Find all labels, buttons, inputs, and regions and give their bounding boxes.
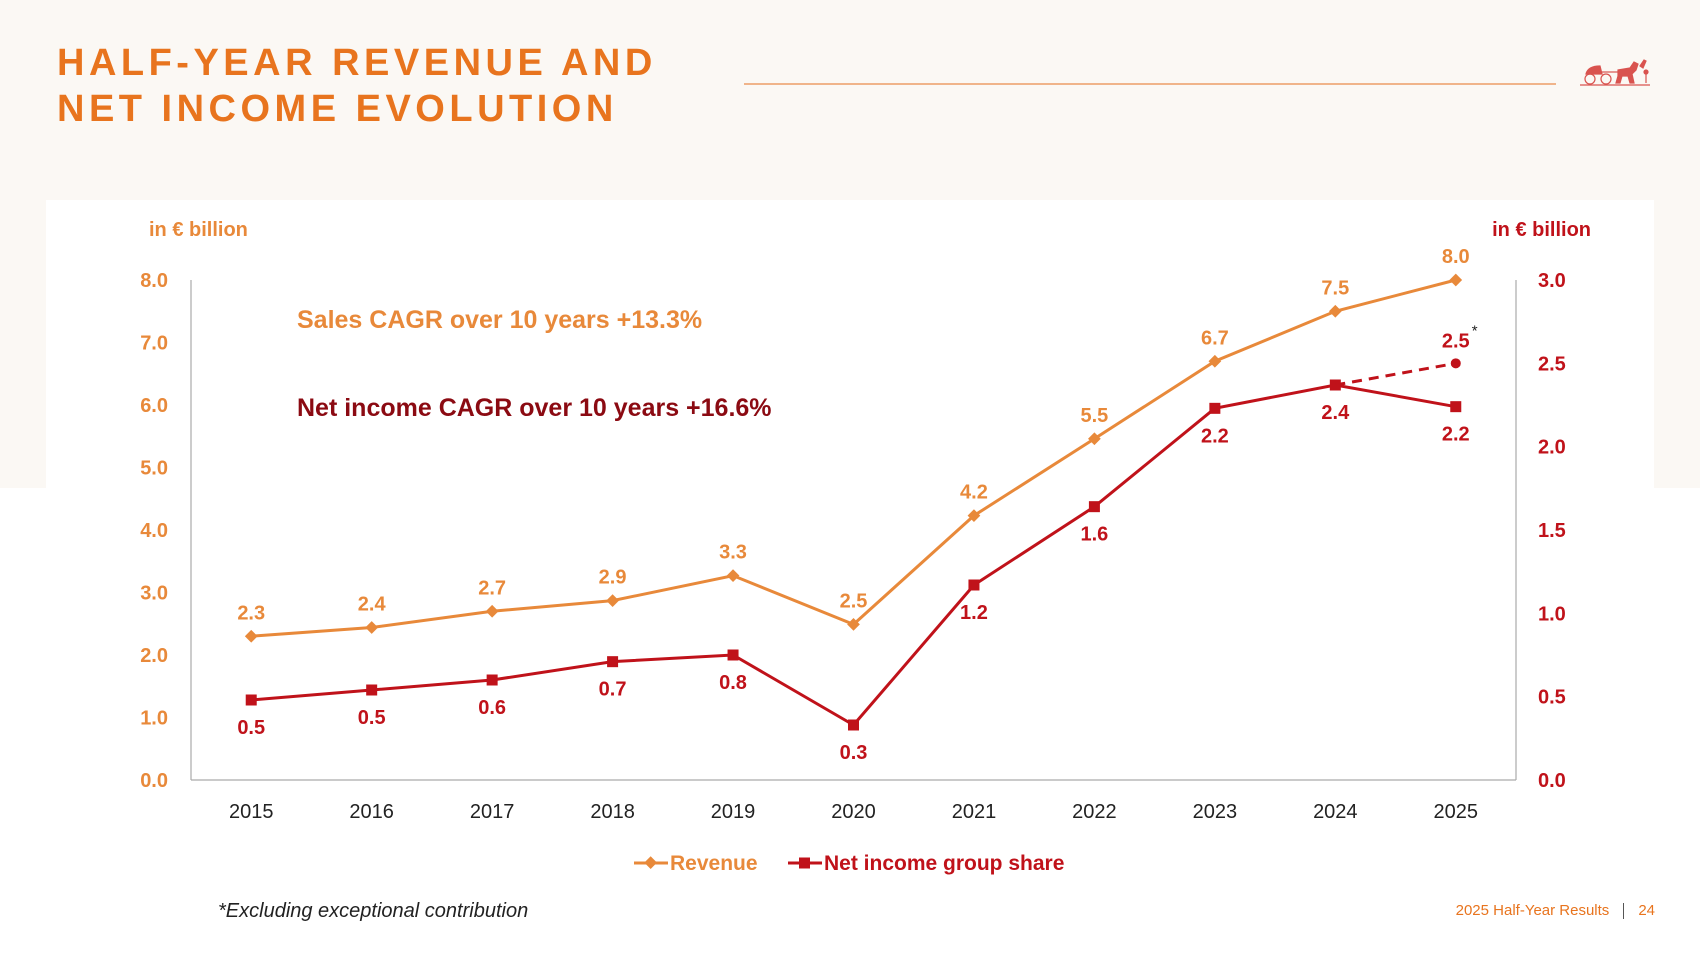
left-axis-tick-label: 1.0 bbox=[140, 708, 168, 730]
footer-separator bbox=[1623, 902, 1625, 919]
net-income-point bbox=[1450, 401, 1462, 413]
horse-carriage-logo bbox=[1580, 59, 1650, 86]
x-axis-tick-label: 2015 bbox=[229, 801, 274, 823]
right-axis-tick-label: 1.5 bbox=[1538, 520, 1566, 542]
net-income-data-label: 2.4 bbox=[1321, 402, 1350, 424]
left-axis-tick-label: 6.0 bbox=[140, 395, 168, 417]
net-income-point bbox=[366, 684, 378, 696]
revenue-data-label: 2.7 bbox=[478, 577, 506, 599]
left-axis-tick-label: 4.0 bbox=[140, 520, 168, 542]
right-axis-tick-label: 2.0 bbox=[1538, 437, 1566, 459]
left-axis-tick-label: 8.0 bbox=[140, 270, 168, 292]
left-axis-tick-label: 5.0 bbox=[140, 458, 168, 480]
net-income-data-label: 0.7 bbox=[599, 679, 627, 701]
page-title-line-1: HALF-YEAR REVENUE AND bbox=[57, 42, 657, 84]
x-axis-tick-label: 2018 bbox=[590, 801, 635, 823]
revenue-point bbox=[365, 621, 379, 634]
legend-net-income-marker bbox=[799, 857, 810, 869]
x-axis-tick-label: 2024 bbox=[1313, 801, 1358, 823]
right-axis-tick-label: 3.0 bbox=[1538, 270, 1566, 292]
revenue-net-income-chart: in € billion in € billion 0.0 1.0 2.0 3.0 4.0 5… bbox=[140, 219, 1591, 875]
revenue-data-label: 5.5 bbox=[1081, 405, 1109, 427]
revenue-point bbox=[1328, 304, 1342, 318]
x-axis-tick-label: 2016 bbox=[349, 801, 394, 823]
net-income-data-label: 0.3 bbox=[840, 742, 868, 764]
legend-revenue-label: Revenue bbox=[670, 852, 758, 875]
page-title-line-2: NET INCOME EVOLUTION bbox=[57, 88, 618, 130]
net-income-point bbox=[486, 674, 498, 686]
footer-label: 2025 Half-Year Results bbox=[1455, 902, 1610, 919]
right-axis-tick-label: 2.5 bbox=[1538, 353, 1566, 375]
adjusted-net-income-label: 2.5 bbox=[1442, 330, 1470, 352]
footnote: *Excluding exceptional contribution bbox=[218, 900, 529, 922]
x-axis-tick-label: 2025 bbox=[1434, 801, 1479, 823]
net-income-data-label: 1.2 bbox=[960, 602, 988, 624]
net-income-point bbox=[1209, 402, 1221, 414]
left-axis-unit-label: in € billion bbox=[149, 219, 248, 241]
revenue-data-label: 2.4 bbox=[358, 594, 387, 616]
x-axis-tick-label: 2019 bbox=[711, 801, 756, 823]
revenue-point bbox=[244, 629, 258, 643]
net-income-data-label: 1.6 bbox=[1081, 524, 1109, 546]
revenue-point bbox=[726, 569, 740, 582]
right-axis-unit-label: in € billion bbox=[1492, 219, 1591, 241]
adjusted-net-income-dashed-line bbox=[1335, 361, 1457, 387]
net-income-series-line bbox=[251, 383, 1457, 727]
net-income-point bbox=[968, 579, 980, 591]
title-divider bbox=[744, 83, 1556, 85]
page-number: 24 bbox=[1638, 902, 1655, 919]
right-axis-tick-label: 1.0 bbox=[1538, 603, 1566, 625]
revenue-data-label: 2.5 bbox=[840, 590, 868, 612]
left-axis-tick-label: 2.0 bbox=[140, 645, 168, 667]
legend-net-income-label: Net income group share bbox=[824, 852, 1064, 875]
x-axis-tick-label: 2017 bbox=[470, 801, 515, 823]
adjusted-net-income-point bbox=[1450, 358, 1461, 369]
adjusted-footnote-marker: * bbox=[1472, 322, 1478, 339]
footer: 2025 Half-Year Results 24 bbox=[1456, 902, 1655, 919]
legend-revenue-marker bbox=[644, 856, 658, 870]
revenue-data-label: 4.2 bbox=[960, 482, 988, 504]
net-income-data-label: 0.5 bbox=[358, 707, 386, 729]
revenue-point bbox=[485, 604, 499, 618]
revenue-data-label: 2.9 bbox=[599, 567, 627, 589]
revenue-point bbox=[1449, 273, 1463, 287]
net-income-point bbox=[848, 719, 859, 731]
net-income-point bbox=[1088, 501, 1100, 513]
net-income-data-label: 0.6 bbox=[478, 697, 506, 719]
net-income-point bbox=[245, 694, 257, 706]
net-income-point bbox=[727, 649, 739, 661]
page-title: HALF-YEAR REVENUE AND NET INCOME EVOLUTI… bbox=[57, 40, 657, 132]
net-income-point bbox=[607, 656, 619, 668]
net-income-data-label: 0.8 bbox=[719, 672, 747, 694]
chart-panel: in € billion in € billion 0.0 1.0 2.0 3.0 4.0 5… bbox=[46, 200, 1654, 890]
revenue-data-label: 2.3 bbox=[237, 602, 265, 624]
x-axis-tick-label: 2020 bbox=[831, 801, 876, 823]
revenue-data-label: 6.7 bbox=[1201, 327, 1229, 349]
net-income-data-label: 0.5 bbox=[237, 717, 265, 739]
x-axis-tick-label: 2022 bbox=[1072, 801, 1117, 823]
x-axis-tick-label: 2023 bbox=[1193, 801, 1238, 823]
left-axis-tick-label: 7.0 bbox=[140, 333, 168, 355]
revenue-data-label: 3.3 bbox=[719, 542, 747, 564]
net-income-cagr-annotation: Net income CAGR over 10 years +16.6% bbox=[297, 394, 772, 422]
revenue-data-label: 8.0 bbox=[1442, 246, 1470, 268]
sales-cagr-annotation: Sales CAGR over 10 years +13.3% bbox=[297, 306, 702, 334]
right-axis-tick-label: 0.5 bbox=[1538, 687, 1566, 709]
right-axis-tick-label: 0.0 bbox=[1538, 770, 1566, 792]
revenue-point bbox=[606, 594, 619, 607]
left-axis-tick-label: 3.0 bbox=[140, 583, 168, 605]
net-income-data-label: 2.2 bbox=[1201, 425, 1229, 447]
x-axis-tick-label: 2021 bbox=[952, 801, 997, 823]
net-income-data-label: 2.2 bbox=[1442, 424, 1470, 446]
revenue-data-label: 7.5 bbox=[1321, 277, 1349, 299]
left-axis-tick-label: 0.0 bbox=[140, 770, 168, 792]
